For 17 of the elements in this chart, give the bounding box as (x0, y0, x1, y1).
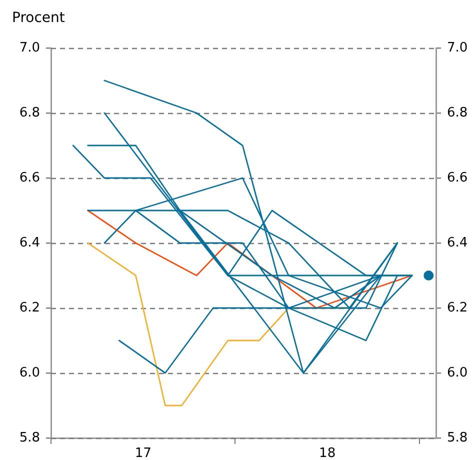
y2-tick-label: 6.6 (447, 170, 468, 186)
y-tick-label: 6.6 (19, 170, 40, 186)
y2-tick-label: 5.8 (447, 430, 468, 446)
y-tick-label: 6.0 (19, 365, 40, 380)
y-tick-label: 6.2 (19, 300, 40, 316)
y2-tick-label: 6.4 (447, 235, 468, 250)
y-tick-label: 7.0 (19, 40, 40, 56)
y2-tick-label: 6.2 (447, 300, 468, 316)
x-tick-label: 18 (319, 446, 336, 460)
y2-tick-label: 6.0 (447, 365, 468, 380)
y2-tick-label: 7.0 (447, 40, 468, 56)
y-tick-label: 6.8 (19, 105, 40, 120)
x-tick-label: 17 (134, 446, 152, 460)
y-axis-title: Procent (12, 10, 66, 26)
y2-tick-label: 6.8 (447, 105, 468, 120)
y-tick-label: 6.4 (19, 235, 40, 250)
y-tick-label: 5.8 (19, 430, 40, 446)
